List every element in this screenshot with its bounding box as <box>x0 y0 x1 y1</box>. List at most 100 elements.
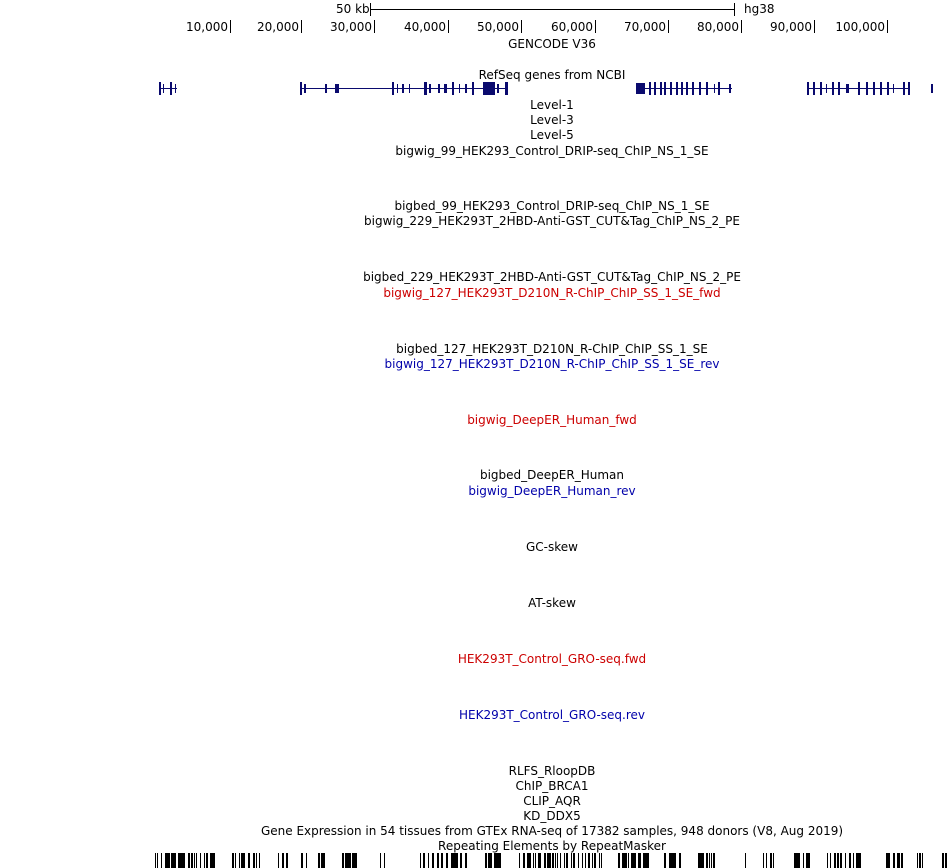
repeat-element <box>803 853 804 868</box>
track-label-kd-ddx5[interactable]: KD_DDX5 <box>523 809 581 823</box>
repeat-element <box>806 853 810 868</box>
repeat-element <box>643 853 649 868</box>
track-label-deeper-rev[interactable]: bigwig_DeepER_Human_rev <box>468 484 636 498</box>
gene-exon <box>866 82 868 95</box>
gene-exon <box>846 84 849 93</box>
repeat-element <box>533 853 534 868</box>
repeat-element <box>178 853 185 868</box>
track-label-deeper-fwd[interactable]: bigwig_DeepER_Human_fwd <box>467 413 637 427</box>
repeat-element <box>698 853 704 868</box>
gene-exon <box>483 82 495 95</box>
repeat-element <box>256 853 257 868</box>
repeat-element <box>638 853 641 868</box>
repeat-element <box>248 853 250 868</box>
repeat-element <box>494 853 501 868</box>
gene-exon <box>729 84 731 93</box>
scale-bar-right-cap <box>734 3 735 16</box>
track-label-gtex[interactable]: Gene Expression in 54 tissues from GTEx … <box>260 824 844 838</box>
track-label-level-5[interactable]: Level-5 <box>530 128 574 142</box>
repeat-element <box>853 853 854 868</box>
gene-exon <box>636 83 645 94</box>
gene-exon <box>931 84 933 93</box>
track-label-bigwig-229[interactable]: bigwig_229_HEK293T_2HBD-Anti-GST_CUT&Tag… <box>364 214 740 228</box>
assembly-label: hg38 <box>744 2 775 16</box>
repeat-element <box>465 853 467 868</box>
repeat-element <box>301 853 303 868</box>
track-label-gro-seq-rev[interactable]: HEK293T_Control_GRO-seq.rev <box>458 708 646 722</box>
repeat-element <box>557 853 558 868</box>
track-label-bigwig-127-fwd[interactable]: bigwig_127_HEK293T_D210N_R-ChIP_ChIP_SS_… <box>383 286 721 300</box>
repeat-element <box>592 853 593 868</box>
ruler-tick-label: 70,000 <box>624 20 666 34</box>
repeat-element <box>837 853 839 868</box>
gene-exon <box>699 82 701 95</box>
repeat-element <box>628 853 629 868</box>
track-label-at-skew[interactable]: AT-skew <box>528 596 576 610</box>
repeat-element <box>856 853 861 868</box>
gene-exon <box>325 84 327 93</box>
track-label-clip-aqr[interactable]: CLIP_AQR <box>523 794 581 808</box>
gene-exon <box>838 82 840 95</box>
repeat-element <box>451 853 458 868</box>
repeat-element <box>585 853 586 868</box>
repeat-element <box>352 853 357 868</box>
track-label-gc-skew[interactable]: GC-skew <box>526 540 578 554</box>
gene-exon <box>903 82 905 95</box>
gene-exon <box>459 84 460 93</box>
gene-intron-line <box>159 88 177 89</box>
repeat-element <box>713 853 715 868</box>
track-label-level-3[interactable]: Level-3 <box>530 113 574 127</box>
repeat-element <box>342 853 344 868</box>
ruler-tick <box>741 20 742 33</box>
gene-exon <box>670 82 672 95</box>
gene-exon <box>887 82 889 95</box>
gene-exon <box>424 82 427 95</box>
gene-exon <box>452 82 454 95</box>
gene-exon <box>820 82 822 95</box>
track-label-bigbed-99[interactable]: bigbed_99_HEK293_Control_DRIP-seq_ChIP_N… <box>394 199 710 213</box>
gene-exon <box>832 82 834 95</box>
track-label-gro-seq-fwd[interactable]: HEK293T_Control_GRO-seq.fwd <box>457 652 647 666</box>
repeat-element <box>773 853 774 868</box>
gene-exon <box>163 84 164 93</box>
repeat-element <box>922 853 923 868</box>
gene-exon <box>706 82 708 95</box>
repeat-element <box>849 853 851 868</box>
track-label-bigwig-127-rev[interactable]: bigwig_127_HEK293T_D210N_R-ChIP_ChIP_SS_… <box>384 357 720 371</box>
track-label-bigbed-229[interactable]: bigbed_229_HEK293T_2HBD-Anti-GST_CUT&Tag… <box>363 270 741 284</box>
track-label-level-1[interactable]: Level-1 <box>530 98 574 112</box>
gene-intron-line <box>636 88 732 89</box>
ruler-tick <box>595 20 596 33</box>
track-label-refseq[interactable]: RefSeq genes from NCBI <box>478 68 626 82</box>
track-label-chip-brca1[interactable]: ChIP_BRCA1 <box>515 779 589 793</box>
track-label-bigwig-99[interactable]: bigwig_99_HEK293_Control_DRIP-seq_ChIP_N… <box>395 144 709 158</box>
repeat-element <box>770 853 772 868</box>
repeat-element <box>945 853 947 868</box>
gene-exon <box>304 84 306 93</box>
gene-exon <box>873 82 875 95</box>
track-label-repeatmasker[interactable]: Repeating Elements by RepeatMasker <box>438 839 666 853</box>
ruler-tick <box>374 20 375 33</box>
repeat-element <box>235 853 236 868</box>
repeat-element <box>538 853 541 868</box>
repeat-element <box>157 853 158 868</box>
track-label-rlfs[interactable]: RLFS_RloopDB <box>508 764 596 778</box>
repeat-element <box>664 853 666 868</box>
repeat-element <box>669 853 676 868</box>
gene-exon <box>429 84 431 93</box>
track-label-deeper-bigbed[interactable]: bigbed_DeepER_Human <box>479 468 624 482</box>
repeat-element <box>594 853 596 868</box>
ruler-tick-label: 60,000 <box>551 20 593 34</box>
repeat-element <box>745 853 746 868</box>
repeat-element <box>897 853 900 868</box>
repeat-element <box>519 853 520 868</box>
track-label-gencode[interactable]: GENCODE V36 <box>508 37 596 51</box>
ruler-tick-label: 100,000 <box>835 20 885 34</box>
repeat-element <box>204 853 205 868</box>
repeat-element <box>380 853 381 868</box>
track-label-bigbed-127[interactable]: bigbed_127_HEK293T_D210N_R-ChIP_ChIP_SS_… <box>396 342 708 356</box>
repeat-element <box>552 853 554 868</box>
repeat-element <box>423 853 425 868</box>
